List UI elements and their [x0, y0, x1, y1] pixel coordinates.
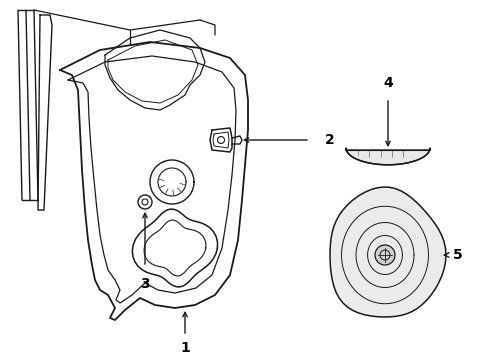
- Text: 5: 5: [453, 248, 463, 262]
- Polygon shape: [346, 148, 430, 165]
- Text: 4: 4: [383, 76, 393, 90]
- Text: 2: 2: [325, 133, 335, 147]
- Circle shape: [375, 245, 395, 265]
- Polygon shape: [330, 187, 446, 317]
- Text: 1: 1: [180, 341, 190, 355]
- Text: 3: 3: [140, 277, 150, 291]
